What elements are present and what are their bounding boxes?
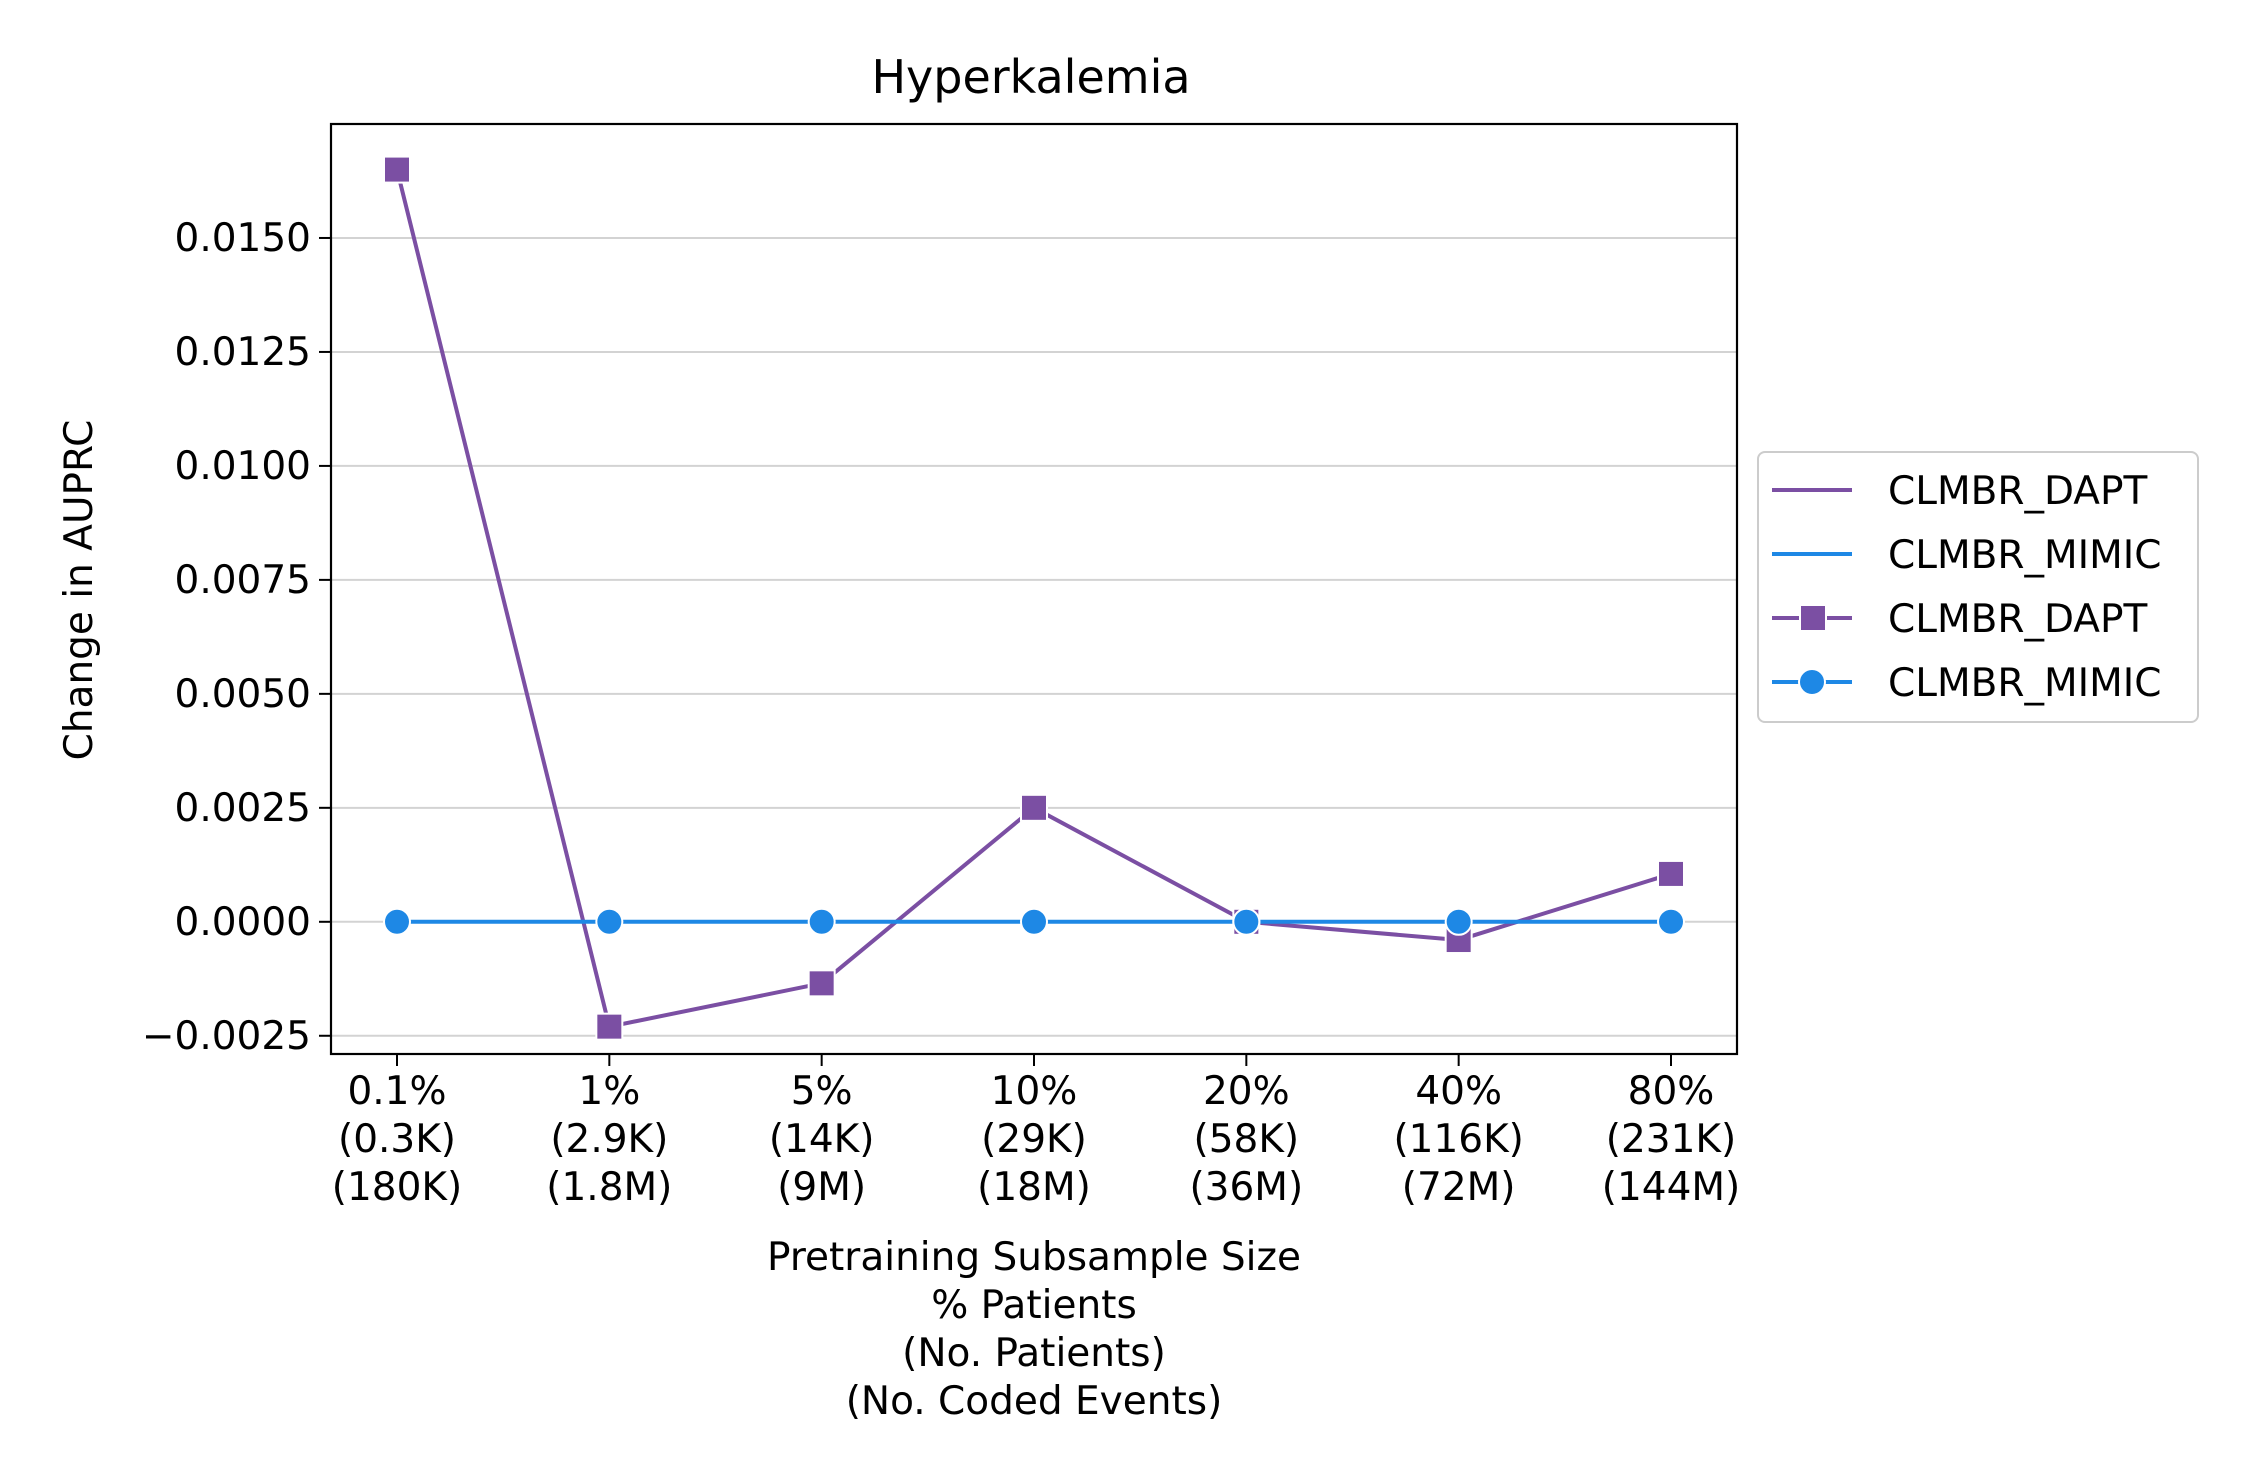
legend-frame (1757, 451, 2199, 723)
legend-label: CLMBR_MIMIC (1888, 533, 2162, 578)
data-point-mimic (1232, 907, 1261, 936)
data-point-mimic (1020, 907, 1048, 936)
data-point-dapt (383, 155, 411, 184)
x-axis-label-text: Pretraining Subsample Size% Patients (No.… (767, 1235, 1301, 1424)
x-tick-label-line: 0.1% (347, 1069, 446, 1114)
y-tick-label: 0.0075 (175, 558, 311, 603)
legend-marker-square (1799, 604, 1827, 632)
legend-label: CLMBR_DAPT (1888, 597, 2148, 642)
data-point-mimic (807, 907, 836, 936)
x-tick-label-line: (9M) (777, 1165, 866, 1210)
x-tick-label-line: (29K) (981, 1117, 1087, 1162)
data-point-mimic (1444, 907, 1473, 936)
x-tick-label-line: (0.3K) (338, 1117, 456, 1162)
data-point-mimic (595, 907, 624, 936)
x-tick-label-line: (180K) (332, 1165, 462, 1210)
x-tick-label-line: (58K) (1194, 1117, 1300, 1162)
x-tick-label: 40% (116K) (72M) (1393, 1069, 1523, 1210)
x-axis-label: Pretraining Subsample Size% Patients (No.… (767, 1235, 1301, 1424)
x-tick-label-line: (18M) (977, 1165, 1091, 1210)
x-tick-label: 20% (58K) (36M) (1189, 1069, 1303, 1210)
legend-label: CLMBR_MIMIC (1888, 661, 2162, 706)
legend: CLMBR_DAPT CLMBR_MIMIC CLMBR_DAPT CLMBR_MIM… (1757, 451, 2199, 723)
data-point-mimic (383, 907, 411, 936)
x-axis-label-line: Pretraining Subsample Size (767, 1235, 1301, 1280)
y-tick-label: 0.0025 (175, 786, 311, 831)
x-tick-label-line: (144M) (1602, 1165, 1741, 1210)
x-tick-label-line: 10% (991, 1069, 1078, 1114)
y-tick-label: 0.0125 (175, 330, 311, 375)
data-point-dapt (595, 1012, 624, 1041)
x-axis: 0.1% (0.3K) (180K) 1% (2.9K) (1.8M) 5% (14K) (9M… (332, 1054, 1740, 1210)
x-tick-label-line: (231K) (1606, 1117, 1736, 1162)
x-tick-label: 80% (231K) (144M) (1602, 1069, 1741, 1210)
series-markers (383, 155, 1685, 1041)
x-tick-label-line: 40% (1415, 1069, 1502, 1114)
y-axis: −0.0025 0.0000 0.0025 0.0050 0.0075 0.0100 0.0… (142, 216, 331, 1059)
x-tick-label-line: (14K) (769, 1117, 875, 1162)
y-tick-label: −0.0025 (142, 1014, 311, 1059)
chart-title: Hyperkalemia (871, 50, 1190, 104)
x-axis-label-line: % Patients (931, 1283, 1137, 1328)
x-tick-label-line: (1.8M) (546, 1165, 672, 1210)
y-tick-label: 0.0050 (175, 672, 311, 717)
x-tick-label-line: (2.9K) (550, 1117, 668, 1162)
x-tick-label: 0.1% (0.3K) (180K) (332, 1069, 462, 1210)
x-tick-label: 1% (2.9K) (1.8M) (546, 1069, 672, 1210)
x-tick-label-line: 5% (791, 1069, 853, 1114)
data-point-dapt (807, 969, 836, 998)
y-tick-label: 0.0100 (175, 444, 311, 489)
x-tick-label: 10% (29K) (18M) (977, 1069, 1091, 1210)
data-point-dapt (1020, 793, 1048, 822)
legend-label: CLMBR_DAPT (1888, 469, 2148, 514)
x-tick-label-line: 20% (1203, 1069, 1290, 1114)
data-point-dapt (1657, 859, 1685, 888)
data-point-mimic (1657, 907, 1685, 936)
x-tick-label: 5% (14K) (9M) (769, 1069, 875, 1210)
y-tick-label: 0.0150 (175, 216, 311, 261)
y-axis-label: Change in AUPRC (57, 420, 102, 761)
x-tick-label-line: (36M) (1189, 1165, 1303, 1210)
x-tick-label-line: (72M) (1402, 1165, 1516, 1210)
x-axis-label-line: (No. Coded Events) (846, 1379, 1223, 1424)
x-axis-label-line: (No. Patients) (902, 1331, 1166, 1376)
y-tick-label: 0.0000 (175, 900, 311, 945)
x-tick-label-line: 1% (578, 1069, 640, 1114)
legend-marker-circle (1798, 668, 1826, 696)
x-tick-label-line: 80% (1628, 1069, 1715, 1114)
x-tick-label-line: (116K) (1393, 1117, 1523, 1162)
